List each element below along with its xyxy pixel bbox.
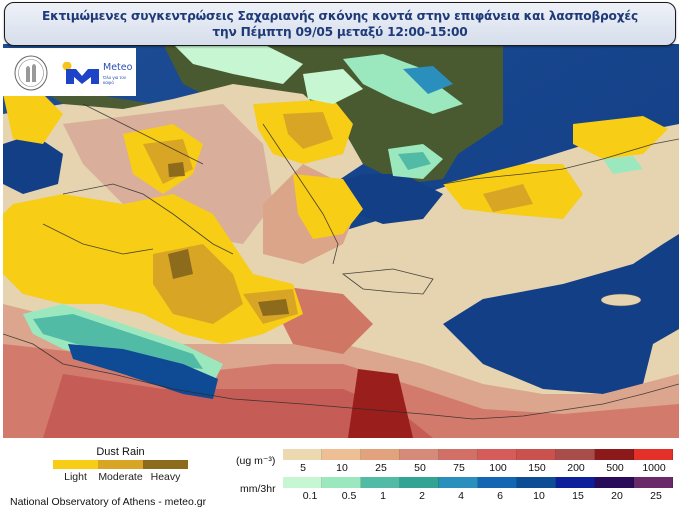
credit-footer: National Observatory of Athens - meteo.g… [10, 496, 207, 508]
tick: 50 [414, 462, 426, 474]
tick: 0.1 [302, 490, 318, 502]
tick: 5 [300, 462, 306, 474]
tick: 1 [380, 490, 386, 502]
precipitation-tick-labels: 0.1 0.5 1 2 4 6 10 15 20 25 [283, 490, 673, 502]
tick: 1000 [642, 462, 666, 474]
tick: 10 [533, 490, 545, 502]
tick: 6 [497, 490, 503, 502]
concentration-color-scale [283, 449, 673, 460]
dust-concentration-map [3, 44, 679, 438]
dust-rain-color-bar [53, 460, 188, 469]
map-title-banner: Εκτιμώμενες συγκεντρώσεις Σαχαριανής σκό… [4, 2, 676, 46]
tick: 4 [458, 490, 464, 502]
noa-seal-icon [14, 55, 48, 91]
dust-rain-label-heavy: Heavy [150, 471, 181, 483]
tick: 25 [650, 490, 662, 502]
dust-rain-label-light: Light [64, 471, 87, 483]
concentration-tick-labels: 5 10 25 50 75 100 150 200 500 1000 [283, 462, 673, 474]
dust-rain-moderate-swatch [98, 460, 143, 469]
dust-rain-heavy-swatch [143, 460, 188, 469]
tick: 25 [375, 462, 387, 474]
tick: 2 [419, 490, 425, 502]
dust-rain-label-moderate: Moderate [98, 471, 143, 483]
meteo-brand-name: Meteo [103, 62, 133, 73]
dust-rain-light-swatch [53, 460, 98, 469]
tick: 0.5 [341, 490, 357, 502]
dust-rain-legend: Dust Rain Light Moderate Heavy [53, 446, 188, 483]
precipitation-unit-label: mm/3hr [240, 483, 276, 495]
tick: 15 [572, 490, 584, 502]
tick: 100 [489, 462, 507, 474]
concentration-unit-label: (ug m⁻³) [236, 455, 276, 467]
precipitation-color-scale [283, 477, 673, 488]
tick: 10 [336, 462, 348, 474]
title-line-2: την Πέμπτη 09/05 μεταξύ 12:00-15:00 [212, 25, 468, 39]
tick: 75 [453, 462, 465, 474]
logos-panel: Meteo Όλο για τον καιρό [3, 48, 136, 96]
tick: 200 [567, 462, 585, 474]
tick: 20 [611, 490, 623, 502]
tick: 500 [606, 462, 624, 474]
title-line-1: Εκτιμώμενες συγκεντρώσεις Σαχαριανής σκό… [42, 9, 638, 23]
meteo-logo-icon [62, 62, 99, 84]
dust-rain-legend-title: Dust Rain [96, 446, 145, 458]
tick: 150 [528, 462, 546, 474]
meteo-tagline: Όλο για τον καιρό [103, 75, 126, 85]
